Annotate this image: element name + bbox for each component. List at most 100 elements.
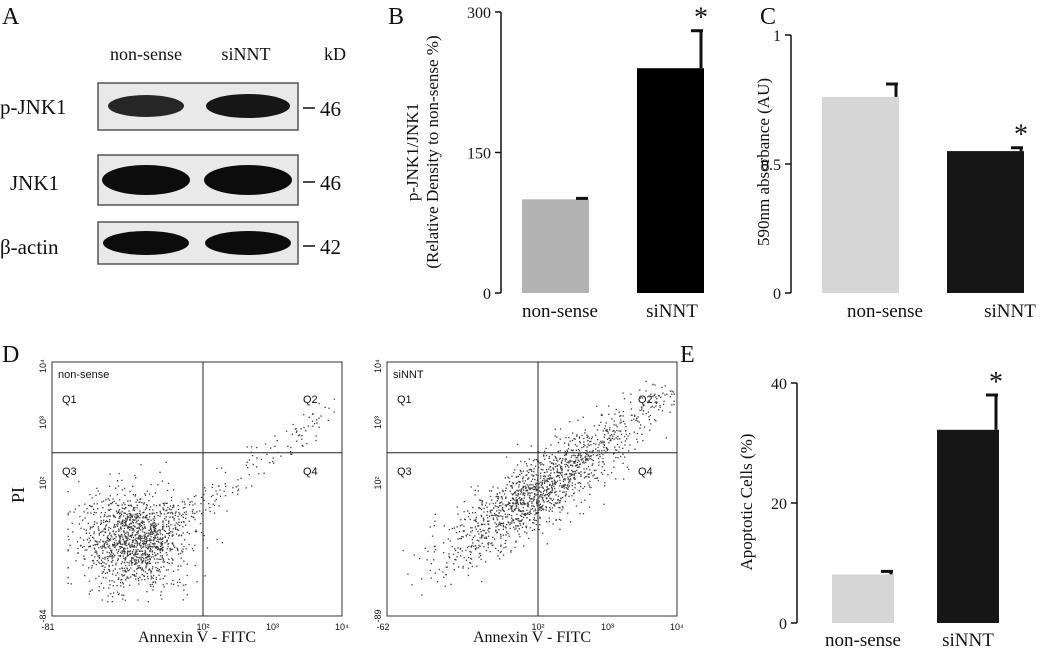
event-dot	[191, 548, 194, 550]
event-dot	[467, 574, 469, 577]
event-dot	[477, 490, 479, 492]
event-dot	[141, 520, 143, 522]
event-dot	[559, 482, 562, 485]
event-dot	[524, 485, 526, 487]
event-dot	[581, 447, 583, 449]
event-dot	[165, 524, 168, 526]
event-dot	[108, 587, 110, 589]
event-dot	[548, 500, 550, 502]
event-dot	[320, 415, 322, 417]
event-dot	[574, 455, 576, 457]
event-dot	[477, 485, 479, 487]
event-dot	[127, 515, 129, 517]
event-dot	[543, 490, 545, 492]
event-dot	[115, 549, 118, 551]
category-label: non-sense	[847, 301, 923, 322]
event-dot	[542, 508, 544, 510]
event-dot	[655, 401, 657, 403]
event-dot	[603, 449, 605, 452]
event-dot	[105, 525, 107, 527]
event-dot	[170, 548, 172, 551]
event-dot	[501, 501, 503, 503]
event-dot	[182, 513, 184, 515]
event-dot	[121, 567, 123, 569]
event-dot	[673, 403, 675, 406]
event-dot	[562, 480, 564, 483]
event-dot	[518, 497, 520, 500]
event-dot	[603, 463, 605, 465]
event-dot	[142, 522, 144, 524]
event-dot	[480, 534, 483, 536]
event-dot	[593, 474, 595, 476]
event-dot	[67, 535, 69, 537]
event-dot	[457, 538, 459, 540]
event-dot	[520, 502, 522, 505]
event-dot	[475, 520, 477, 523]
event-dot	[544, 475, 546, 477]
event-dot	[148, 500, 150, 502]
event-dot	[291, 433, 293, 435]
event-dot	[116, 552, 119, 554]
event-dot	[146, 504, 148, 506]
event-dot	[134, 519, 136, 521]
event-dot	[630, 393, 632, 395]
event-dot	[402, 549, 404, 552]
event-dot	[250, 446, 253, 448]
event-dot	[498, 505, 501, 507]
event-dot	[496, 510, 498, 512]
event-dot	[83, 555, 85, 557]
event-dot	[142, 556, 144, 559]
plot-frame	[51, 361, 343, 617]
event-dot	[333, 411, 335, 413]
event-dot	[574, 487, 576, 489]
event-dot	[497, 555, 499, 557]
event-dot	[195, 529, 197, 531]
event-dot	[302, 445, 304, 447]
event-dot	[174, 512, 177, 514]
event-dot	[131, 557, 133, 559]
event-dot	[591, 436, 593, 438]
event-dot	[135, 513, 137, 515]
event-dot	[595, 448, 597, 450]
event-dot	[538, 483, 540, 485]
event-dot	[531, 502, 533, 505]
event-dot	[487, 535, 490, 537]
event-dot	[515, 525, 517, 527]
event-dot	[124, 540, 126, 542]
event-dot	[126, 544, 128, 547]
event-dot	[157, 523, 159, 525]
event-dot	[170, 531, 172, 533]
event-dot	[516, 500, 518, 502]
event-dot	[123, 567, 126, 569]
event-dot	[561, 476, 564, 478]
event-dot	[500, 533, 502, 536]
event-dot	[580, 485, 582, 488]
event-dot	[142, 544, 145, 546]
event-dot	[514, 499, 516, 501]
event-dot	[645, 390, 647, 392]
event-dot	[311, 420, 314, 422]
event-dot	[162, 578, 164, 580]
event-dot	[106, 539, 108, 542]
event-dot	[112, 585, 114, 587]
event-dot	[521, 477, 524, 480]
event-dot	[144, 526, 146, 528]
event-dot	[157, 529, 159, 532]
event-dot	[143, 553, 145, 555]
event-dot	[122, 524, 124, 526]
event-dot	[543, 464, 545, 466]
event-dot	[313, 423, 316, 425]
event-dot	[91, 589, 93, 591]
event-dot	[483, 507, 485, 509]
event-dot	[114, 534, 116, 536]
event-dot	[615, 424, 617, 426]
event-dot	[511, 522, 513, 524]
event-dot	[483, 511, 485, 513]
event-dot	[523, 494, 526, 497]
event-dot	[255, 466, 258, 468]
event-dot	[203, 534, 205, 537]
event-dot	[470, 562, 472, 564]
event-dot	[539, 493, 542, 496]
event-dot	[539, 516, 541, 518]
event-dot	[577, 419, 579, 421]
